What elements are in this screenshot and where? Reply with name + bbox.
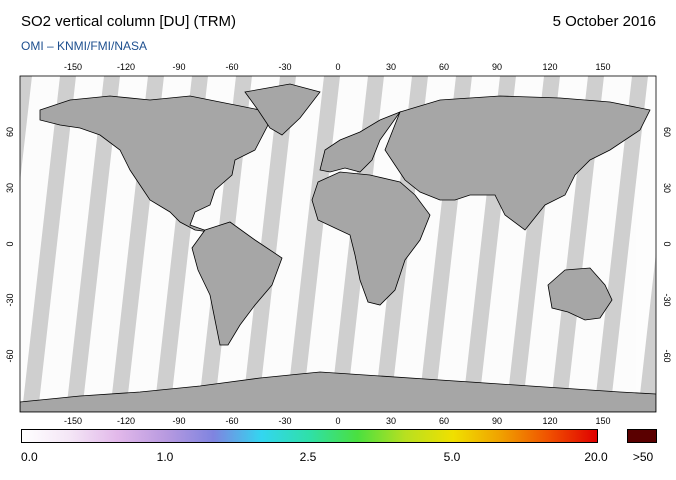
color-scale-bar [21,429,598,443]
longitude-tick-top: 0 [335,62,340,72]
latitude-tick-left: -30 [5,293,15,306]
so2-world-map: -150 -120 -90 -60 -30 0 30 60 90 120 150 -150 -120-… [5,62,672,425]
swath-band [38,76,104,412]
latitude-tick-right: 0 [662,241,672,246]
swath-band [610,76,656,412]
longitude-ticks-top: -150 -120 -90 -60 -30 0 30 60 90 120 150 [64,62,611,72]
latitude-tick-left: 30 [5,183,15,193]
swath-band [258,76,324,412]
latitude-ticks-left: 60 30 0 -30 -60 [5,127,15,363]
map-title: SO2 vertical column [DU] (TRM) [21,13,237,30]
longitude-tick-top: -60 [225,62,238,72]
antarctica-land [20,371,656,412]
longitude-tick-top: 120 [542,62,557,72]
greenland-land [244,83,321,136]
longitude-tick-bottom: -90 [172,416,185,425]
swath-band [566,76,632,412]
longitude-tick-top: 150 [595,62,610,72]
map-frame [19,75,657,413]
latitude-tick-right: -60 [662,349,672,362]
south-america-land [191,221,283,346]
color-scale-label-4: 20.0 [584,450,608,464]
longitude-tick-top: 30 [386,62,396,72]
longitude-tick-bottom: -150 [64,416,82,425]
longitude-ticks-bottom: -150 -120 -90 -60 -30 0 30 60 90 120 150 [64,416,611,425]
color-scale-label-2: 2.5 [299,450,317,464]
longitude-tick-bottom: 30 [386,416,396,425]
latitude-tick-right: 30 [662,183,672,193]
longitude-tick-top: -90 [172,62,185,72]
longitude-tick-bottom: 90 [492,416,502,425]
longitude-tick-bottom: -60 [225,416,238,425]
longitude-tick-top: -30 [278,62,291,72]
longitude-tick-bottom: 120 [542,416,557,425]
longitude-tick-top: -150 [64,62,82,72]
latitude-tick-right: 60 [662,127,672,137]
color-scale-label-1: 1.0 [156,450,174,464]
longitude-tick-bottom: 60 [439,416,449,425]
north-america-land [39,95,269,233]
color-scale-max-swatch [627,429,657,443]
longitude-tick-bottom: -120 [117,416,135,425]
longitude-tick-bottom: 0 [335,416,340,425]
continents [20,83,656,412]
longitude-tick-top: -120 [117,62,135,72]
asia-land [384,95,651,231]
color-scale-label-max: >50 [632,450,654,464]
latitude-tick-left: 0 [5,241,15,246]
australia-land [547,267,613,321]
map-credit: OMI – KNMI/FMI/NASA [21,39,148,53]
africa-land [311,171,431,306]
map-date: 5 October 2016 [552,13,656,30]
longitude-tick-bottom: 150 [595,416,610,425]
longitude-tick-bottom: -30 [278,416,291,425]
latitude-ticks-right: 60 30 0 -30 -60 [662,127,672,363]
color-scale-label-3: 5.0 [443,450,461,464]
longitude-tick-top: 60 [439,62,449,72]
longitude-tick-top: 90 [492,62,502,72]
europe-land [319,111,402,173]
color-scale-label-0: 0.0 [21,450,38,464]
swath-band [20,76,60,412]
latitude-tick-right: -30 [662,293,672,306]
latitude-tick-left: -60 [5,349,15,362]
latitude-tick-left: 60 [5,127,15,137]
